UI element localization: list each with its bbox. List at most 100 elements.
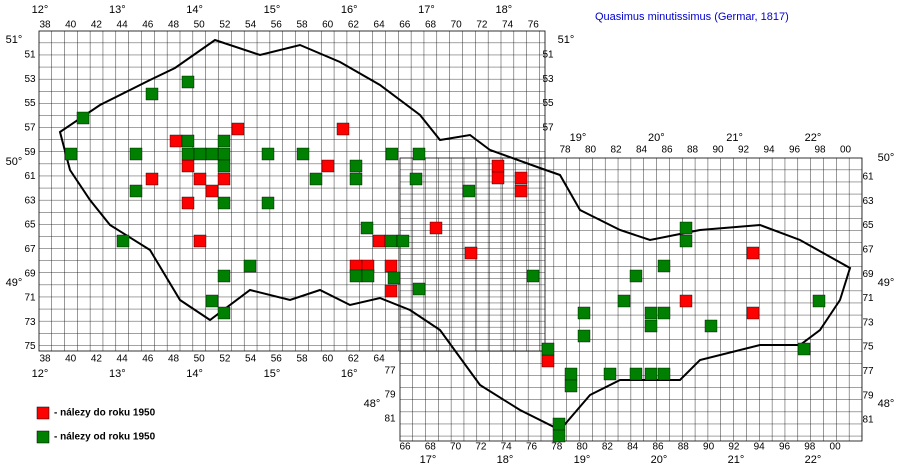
cell-after-1950 (657, 306, 671, 320)
top-columns-east: 84 (636, 145, 648, 156)
top-degrees-west: 18° (495, 4, 512, 16)
top-columns-east: 96 (789, 145, 801, 156)
cell-after-1950 (564, 367, 578, 381)
top-degrees-west: 17° (418, 4, 435, 16)
bottom-columns-east: 68 (425, 442, 437, 453)
bottom-columns-west: 60 (322, 354, 334, 365)
cell-after-1950 (629, 269, 643, 283)
bottom-degrees-west: 13° (109, 368, 126, 380)
cell-before-1950 (514, 184, 528, 198)
bottom-columns-east: 00 (830, 442, 842, 453)
bottom-columns-east: 96 (779, 442, 791, 453)
left-degree: 48° (364, 398, 381, 410)
cell-before-1950 (217, 172, 231, 186)
right-degree: 50° (878, 152, 895, 164)
cell-before-1950 (372, 234, 386, 248)
top-columns-east: 94 (763, 145, 775, 156)
cell-after-1950 (657, 259, 671, 273)
bottom-columns-west: 44 (117, 354, 129, 365)
left-rows-east: 77 (384, 366, 396, 377)
right-rows-west: 51 (542, 50, 554, 61)
cell-after-1950 (617, 294, 631, 308)
cell-after-1950 (296, 147, 310, 161)
cell-before-1950 (205, 184, 219, 198)
map-title: Quasimus minutissimus (Germar, 1817) (595, 11, 789, 23)
cell-before-1950 (514, 171, 528, 185)
bottom-degrees-west: 14° (186, 368, 203, 380)
right-rows-east: 77 (862, 366, 874, 377)
cell-after-1950 (181, 75, 195, 89)
bottom-degrees-east: 17° (420, 454, 437, 466)
left-rows-west: 71 (24, 293, 36, 304)
cell-after-1950 (577, 306, 591, 320)
top-columns-west: 40 (65, 20, 77, 31)
top-columns-west: 70 (451, 20, 463, 31)
top-degrees-east: 20° (648, 132, 665, 144)
cell-before-1950 (384, 259, 398, 273)
bottom-columns-west: 52 (219, 354, 231, 365)
legend-swatch-red (36, 406, 50, 420)
bottom-columns-east: 78 (551, 442, 563, 453)
top-columns-east: 00 (840, 145, 852, 156)
right-rows-east: 69 (862, 269, 874, 280)
cell-after-1950 (564, 379, 578, 393)
bottom-columns-east: 72 (475, 442, 487, 453)
cell-after-1950 (217, 269, 231, 283)
cell-after-1950 (217, 196, 231, 210)
top-columns-west: 50 (194, 20, 206, 31)
right-rows-east: 67 (862, 245, 874, 256)
cell-after-1950 (217, 306, 231, 320)
left-rows-west: 51 (24, 50, 36, 61)
bottom-columns-west: 58 (296, 354, 308, 365)
top-degrees-west: 12° (32, 4, 49, 16)
bottom-columns-west: 56 (271, 354, 283, 365)
cell-before-1950 (491, 171, 505, 185)
bottom-degrees-east: 22° (805, 454, 822, 466)
bottom-columns-east: 92 (728, 442, 740, 453)
cell-before-1950 (181, 196, 195, 210)
cell-before-1950 (336, 122, 350, 136)
bottom-columns-east: 94 (754, 442, 766, 453)
cell-after-1950 (409, 172, 423, 186)
cell-after-1950 (261, 147, 275, 161)
bottom-columns-west: 50 (194, 354, 206, 365)
bottom-degrees-east: 21° (728, 454, 745, 466)
cell-after-1950 (552, 417, 566, 431)
cell-after-1950 (603, 367, 617, 381)
cell-after-1950 (679, 234, 693, 248)
right-rows-east: 61 (862, 172, 874, 183)
left-rows-west: 75 (24, 341, 36, 352)
left-degree: 50° (6, 156, 23, 168)
cell-after-1950 (129, 184, 143, 198)
top-degrees-west: 15° (264, 4, 281, 16)
cell-before-1950 (679, 294, 693, 308)
top-columns-east: 92 (738, 145, 750, 156)
cell-before-1950 (429, 221, 443, 235)
cell-after-1950 (462, 184, 476, 198)
top-columns-east: 82 (610, 145, 622, 156)
grid-east (399, 157, 863, 442)
top-columns-west: 42 (91, 20, 103, 31)
top-columns-east: 78 (559, 145, 571, 156)
bottom-columns-east: 70 (450, 442, 462, 453)
left-rows-west: 69 (24, 268, 36, 279)
right-rows-east: 71 (862, 293, 874, 304)
top-columns-west: 52 (219, 20, 231, 31)
top-degrees-east: 19° (570, 132, 587, 144)
top-columns-west: 46 (142, 20, 154, 31)
cell-after-1950 (349, 159, 363, 173)
cell-after-1950 (261, 196, 275, 210)
cell-after-1950 (657, 367, 671, 381)
top-degrees-east: 22° (805, 132, 822, 144)
left-rows-west: 53 (24, 74, 36, 85)
cell-after-1950 (384, 234, 398, 248)
top-columns-west: 64 (374, 20, 386, 31)
top-degrees-east: 21° (726, 132, 743, 144)
top-columns-west: 56 (271, 20, 283, 31)
cell-before-1950 (464, 246, 478, 260)
top-columns-east: 80 (585, 145, 597, 156)
cell-before-1950 (491, 159, 505, 173)
bottom-columns-west: 54 (245, 354, 257, 365)
right-degree: 49° (878, 277, 895, 289)
